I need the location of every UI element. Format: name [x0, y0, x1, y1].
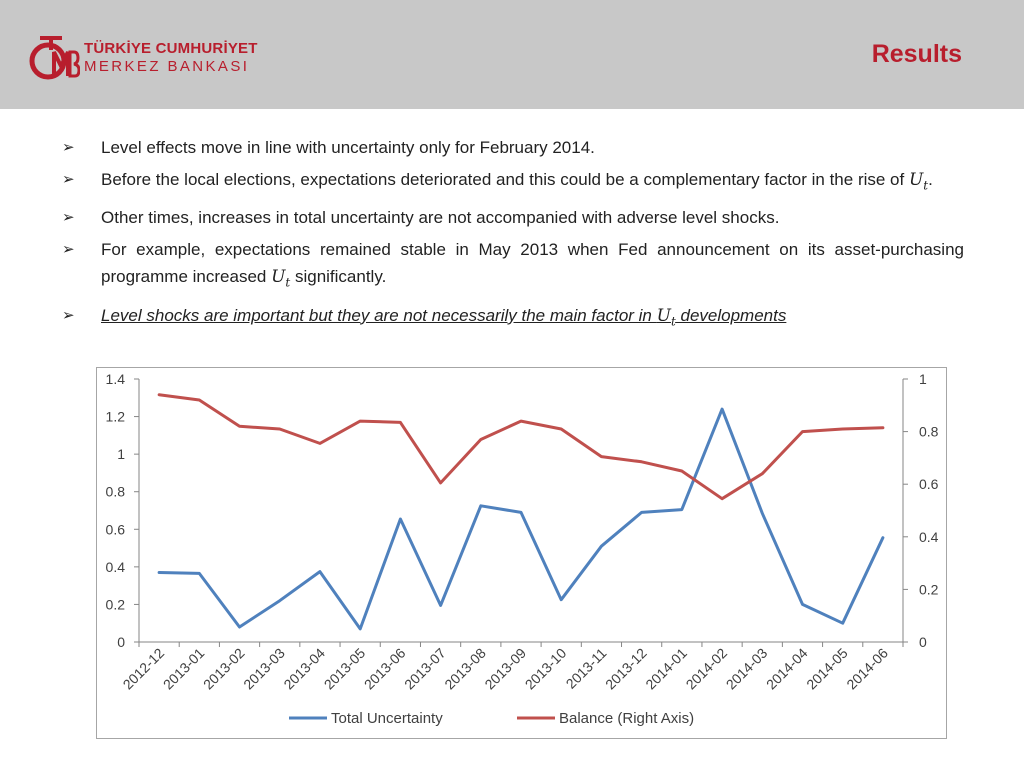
x-tick-label: 2014-06 [843, 645, 891, 693]
y-right-tick-label: 0.8 [919, 424, 939, 440]
legend-label: Balance (Right Axis) [559, 710, 694, 727]
y-left-tick-label: 1.2 [106, 409, 126, 425]
bullet-text-end: developments [675, 305, 787, 325]
x-tick-label: 2014-05 [803, 645, 851, 693]
x-tick-label: 2013-08 [441, 645, 489, 693]
y-left-tick-label: 1.4 [106, 371, 126, 387]
math-symbol: Ut [908, 170, 929, 193]
bullet-text: Other times, increases in total uncertai… [101, 208, 780, 228]
logo-text-line2: MERKEZ BANKASI [84, 58, 250, 75]
y-left-tick-label: 0.4 [106, 559, 126, 575]
bullet-item: ➢ For example, expectations remained sta… [62, 236, 964, 296]
math-symbol: Ut [271, 267, 291, 290]
y-left-tick-label: 0.2 [106, 596, 126, 612]
bullet-item-emphasis: ➢ Level shocks are important but they ar… [62, 302, 964, 335]
slide-title: Results [871, 40, 962, 68]
arrow-bullet-icon: ➢ [62, 241, 75, 259]
tcmb-emblem-icon [29, 36, 80, 80]
x-tick-label: 2013-01 [160, 645, 208, 693]
x-tick-label: 2013-11 [563, 645, 610, 692]
x-tick-label: 2014-02 [683, 645, 731, 693]
x-tick-label: 2014-03 [723, 645, 771, 693]
x-tick-label: 2014-04 [763, 645, 811, 693]
arrow-bullet-icon: ➢ [62, 306, 75, 324]
y-right-tick-label: 1 [919, 371, 927, 387]
bullet-item: ➢ Before the local elections, expectatio… [62, 166, 964, 199]
arrow-bullet-icon: ➢ [62, 139, 75, 156]
line-chart: 0 0.2 0.4 0.6 0.8 1 1.2 1.4 0 0.2 0.4 0.6 0.8 1 2012-1… [106, 371, 939, 727]
x-tick-label: 2013-02 [200, 645, 248, 693]
x-tick-label: 2012-12 [120, 645, 168, 693]
x-tick-label: 2014-01 [642, 645, 690, 693]
bullet-text-end: . [928, 170, 933, 189]
x-tick-label: 2013-09 [481, 645, 529, 693]
y-left-tick-label: 1 [117, 446, 125, 462]
math-symbol: Ut [656, 305, 676, 329]
balance-series-line [157, 393, 885, 501]
x-tick-label: 2013-05 [321, 645, 369, 693]
bullet-item: ➢ Level effects move in line with uncert… [62, 134, 964, 161]
bullet-text: Before the local elections, expectations… [101, 170, 909, 189]
x-tick-label: 2013-06 [361, 645, 409, 693]
bullet-item: ➢ Other times, increases in total uncert… [62, 204, 964, 231]
arrow-bullet-icon: ➢ [62, 171, 75, 188]
x-tick-label: 2013-04 [280, 645, 328, 693]
bullet-text-end: significantly. [290, 267, 387, 287]
central-bank-logo: TÜRKİYE CUMHURİYET MERKEZ BANKASI [28, 34, 258, 84]
bullet-text: For example, expectations remained stabl… [101, 240, 964, 287]
y-right-tick-label: 0 [919, 634, 927, 650]
y-left-tick-label: 0.8 [106, 484, 126, 500]
y-left-tick-label: 0.6 [106, 521, 126, 537]
y-right-tick-label: 0.2 [919, 581, 939, 597]
x-tick-label: 2013-12 [602, 645, 650, 693]
header-bar: TÜRKİYE CUMHURİYET MERKEZ BANKASI Result… [0, 0, 1024, 109]
chart-container: 0 0.2 0.4 0.6 0.8 1 1.2 1.4 0 0.2 0.4 0.6 0.8 1 2012-1… [96, 367, 947, 739]
bullet-list: ➢ Level effects move in line with uncert… [62, 134, 964, 340]
x-tick-label: 2013-03 [240, 645, 288, 693]
bullet-text: Level effects move in line with uncertai… [101, 138, 595, 157]
y-right-tick-label: 0.4 [919, 529, 939, 545]
arrow-bullet-icon: ➢ [62, 209, 75, 227]
y-left-tick-label: 0 [117, 634, 125, 650]
bullet-text: Level shocks are important but they are … [101, 305, 657, 325]
y-right-tick-label: 0.6 [919, 476, 939, 492]
logo-text-line1: TÜRKİYE CUMHURİYET [84, 40, 258, 57]
x-tick-label: 2013-10 [522, 645, 570, 693]
legend-label: Total Uncertainty [331, 710, 443, 727]
x-tick-label: 2013-07 [401, 645, 449, 693]
uncertainty-series-line [157, 407, 885, 631]
